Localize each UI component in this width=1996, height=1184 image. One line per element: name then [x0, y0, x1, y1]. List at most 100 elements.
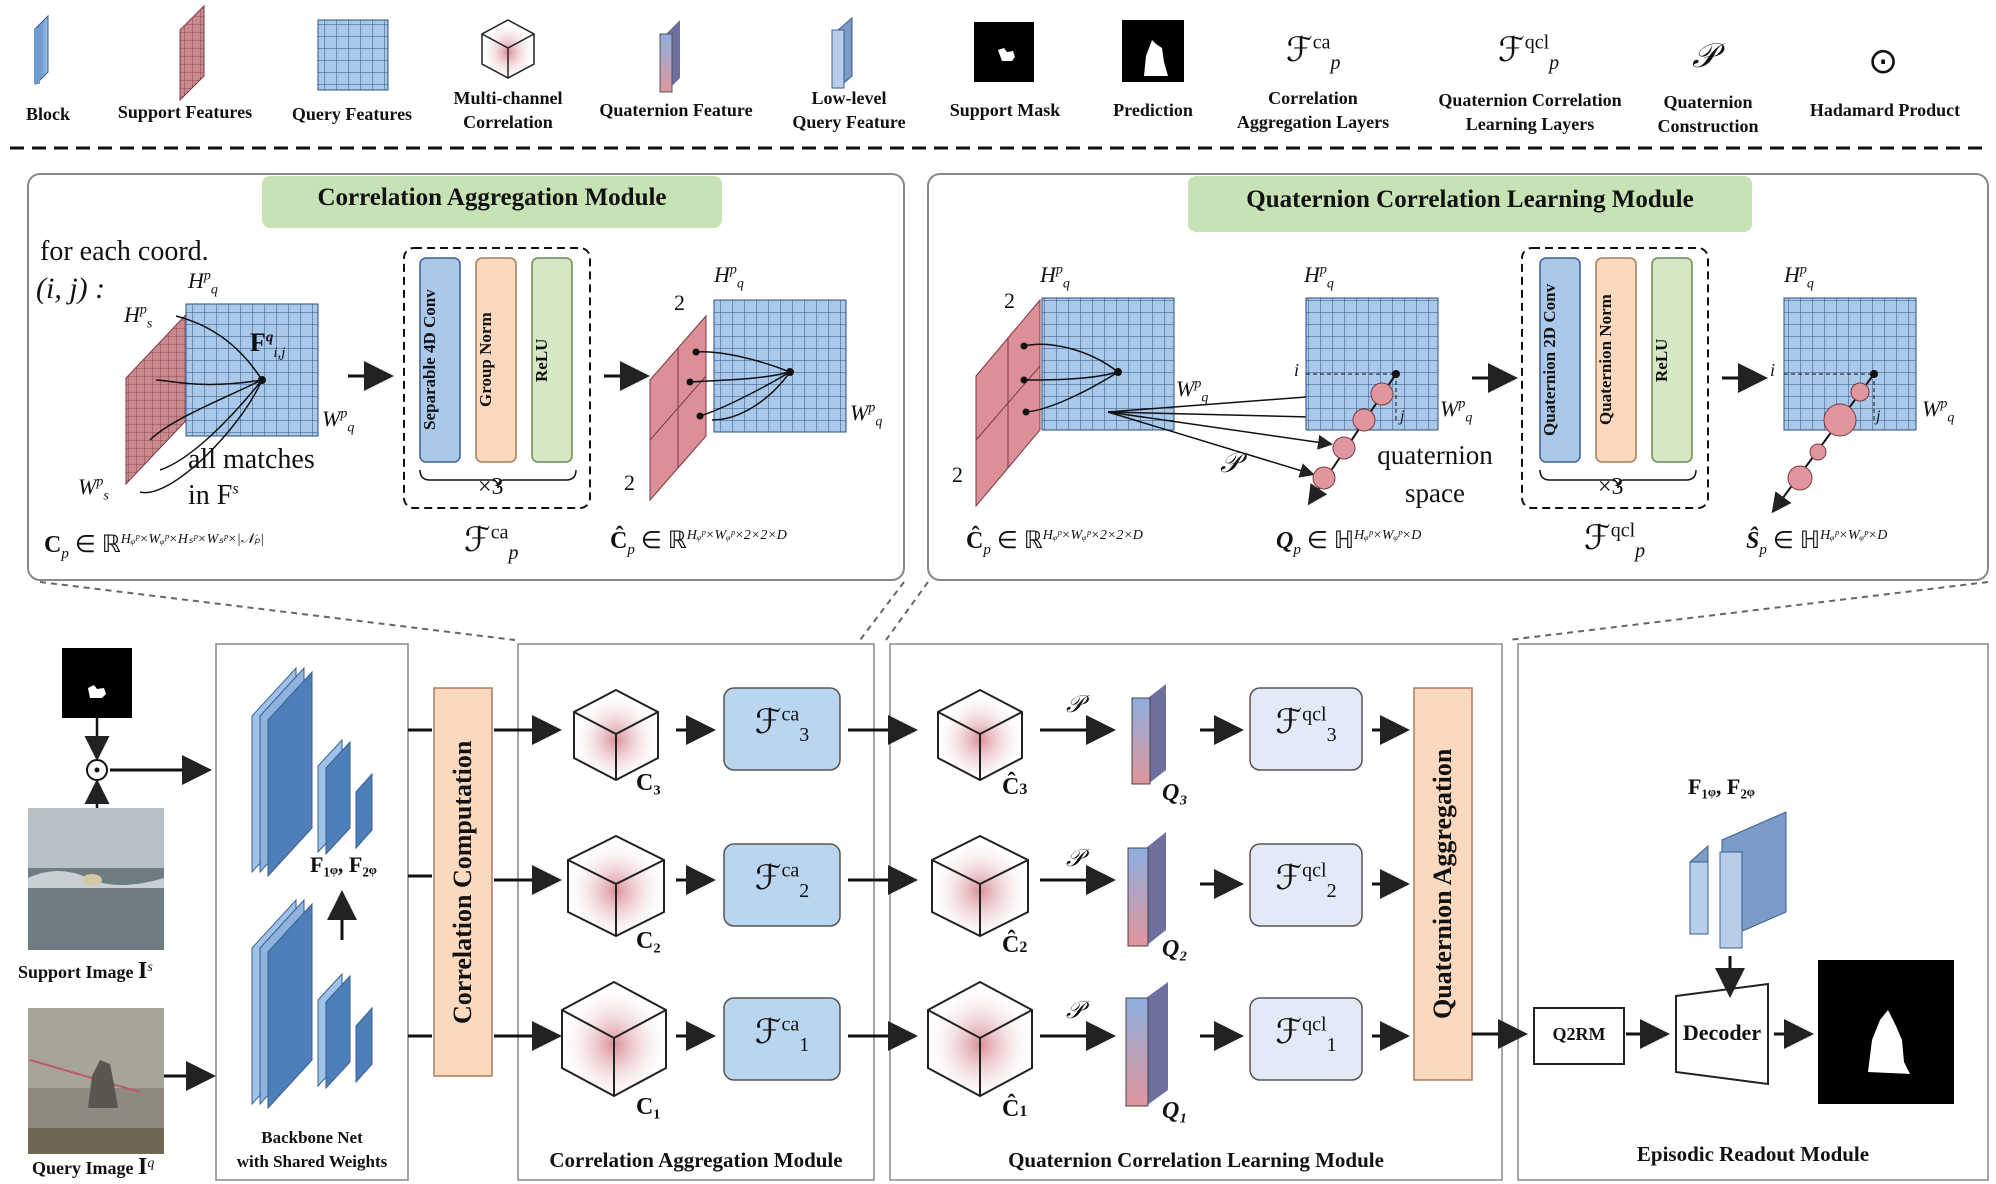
q3-label: Q₃ — [1162, 780, 1188, 806]
f3-qcl-block — [1249, 687, 1363, 771]
cam-fca-sub: p — [508, 541, 519, 564]
qclm-hq2-sub: q — [1326, 276, 1334, 292]
cam-chat-blue — [713, 299, 847, 433]
zoom-lines — [39, 581, 1989, 641]
support-image-text: Support Image — [18, 962, 134, 982]
cam-ws-sup: p — [96, 474, 104, 490]
qclm-two-top: 2 — [1004, 288, 1015, 313]
cube-chat3 — [937, 688, 1023, 782]
relu-label: ReLU — [532, 338, 551, 382]
quaternion-point — [1352, 408, 1376, 432]
c1-label: C₁ — [636, 1094, 661, 1120]
qclm-q-rest: ∈ ℍ — [1300, 528, 1355, 554]
query-features-icon — [317, 19, 389, 91]
f3-ca-sup: ca — [781, 703, 800, 726]
cam-cp-formula: Cp ∈ ℝHᵩᵖ×Wᵩᵖ×Hₛᵖ×Wₛᵖ×|𝒩ₚ| — [44, 530, 264, 563]
cam-fq-base: F — [250, 328, 266, 357]
f3-qcl-label: ℱqcl3 — [1250, 702, 1362, 747]
legend-fca-sym: ℱ — [1286, 32, 1313, 69]
qclm-qspace: quaternion space — [1360, 436, 1510, 512]
cam-fca-base: ℱ — [464, 522, 491, 559]
legend — [34, 4, 1184, 102]
qclm-wq3-sup: p — [1940, 396, 1948, 412]
backbone-stack-query — [251, 898, 373, 1110]
cam-hq-sub: q — [210, 282, 218, 298]
cam-hs-base: H — [124, 302, 140, 327]
legend-fqcl-symbol: ℱqclp — [1498, 30, 1559, 75]
q2rm-label: Q2RM — [1552, 1024, 1606, 1044]
cam-hs-sup: p — [139, 302, 147, 318]
cam-hq-base: H — [188, 268, 204, 293]
f3-qcl-base: ℱ — [1275, 704, 1303, 741]
qclm-fqcl-sup: qcl — [1610, 519, 1636, 542]
cam-chat-exp: Hᵩᵖ×Wᵩᵖ×2×2×D — [686, 528, 787, 543]
f2-ca-sup: ca — [781, 859, 800, 882]
legend-fca-sup: ca — [1312, 31, 1331, 54]
qclm-wq1-sub: q — [1201, 390, 1209, 406]
q1-feature — [1125, 982, 1168, 1107]
cam-ws-sub: s — [103, 488, 109, 504]
qclm-layer-box — [1521, 247, 1709, 509]
query-image-text: Query Image — [32, 1158, 134, 1178]
qclm-hq2: Hpq — [1304, 262, 1334, 292]
cam-title-box — [262, 176, 722, 228]
qclm-hq1-sub: q — [1062, 276, 1070, 292]
backbone-frame — [215, 643, 409, 1181]
f1-ca-block — [723, 997, 841, 1081]
qclm-wq2-sup: p — [1458, 396, 1466, 412]
qclm-wq3-sub: q — [1947, 410, 1955, 426]
c2-label: C₂ — [636, 928, 661, 954]
f2-ca-label: ℱca2 — [724, 858, 840, 903]
cam-two-top: 2 — [674, 290, 685, 315]
prediction-silhouette — [1868, 1010, 1910, 1074]
f1-ca-sub: 1 — [799, 1033, 810, 1056]
cam-cp-rest: ∈ ℝ — [68, 532, 121, 558]
legend-fca-sub: p — [1330, 51, 1341, 74]
qclm-fqcl-base: ℱ — [1584, 520, 1611, 557]
cam-ws: Wps — [78, 474, 109, 504]
cam-hq-right-base: H — [714, 262, 730, 287]
cam-cp-sub: p — [61, 545, 69, 562]
q2-label: Q₂ — [1162, 936, 1188, 962]
legend-corr-agg-label: Correlation Aggregation Layers — [1218, 86, 1408, 134]
cube-chat2 — [931, 834, 1029, 938]
cam-chat-formula: ĈCp ∈ ℝHᵩᵖ×Wᵩᵖ×2×2×D — [610, 528, 787, 558]
f3-ca-base: ℱ — [754, 704, 782, 741]
cam-chat-rest: ∈ ℝ — [634, 528, 687, 554]
cube-c2 — [567, 834, 665, 938]
qclm-qspace-line2: space — [1405, 478, 1465, 508]
legend-quaternion-feature-label: Quaternion Feature — [599, 100, 753, 120]
cam-wq-sub: q — [347, 420, 355, 436]
backbone-f1f2: F₁ᵩ, F₂ᵩ — [310, 852, 377, 877]
cam-wq-right-sup: p — [868, 400, 876, 416]
support-image-sup: s — [147, 960, 153, 975]
cam-fca: ℱcap — [464, 520, 519, 565]
decoder-label: Decoder — [1682, 1020, 1762, 1045]
low-level-features — [1689, 811, 1787, 949]
quaternion-aggregation-label: Quaternion Aggregation — [1428, 748, 1457, 1020]
qclm-times3: ×3 — [1598, 474, 1624, 500]
correlation-computation-block — [433, 687, 493, 1077]
correlation-computation-label: Correlation Computation — [448, 740, 477, 1024]
quaternion-point — [1850, 382, 1870, 402]
quaternion-point — [1809, 443, 1827, 461]
pipeline-rows — [494, 684, 1410, 1107]
legend-qc-line2: Construction — [1657, 116, 1759, 136]
cam-wq-right-base: W — [850, 400, 869, 425]
low-level-query-feature-icon — [831, 16, 853, 90]
query-image — [28, 1008, 164, 1154]
legend-lowlevel-line2: Query Feature — [792, 112, 906, 132]
cam-in-fs-sup: s — [232, 480, 239, 498]
cam-hq: Hpq — [188, 268, 218, 298]
cam-hq-right-sub: q — [736, 276, 744, 292]
cam-title: Correlation Aggregation Module — [317, 184, 667, 211]
chat1-label: Ĉ1 — [1002, 1096, 1028, 1122]
legend-qc-label: Quaternion Construction — [1646, 90, 1770, 138]
cam-panel — [27, 173, 905, 581]
qclm-j: j — [1400, 408, 1405, 425]
backbone-line1: Backbone Net — [261, 1128, 363, 1147]
chat3-label: Ĉ3 — [1002, 774, 1028, 800]
legend-p-symbol: 𝒫 — [1692, 38, 1717, 75]
cam-all-matches: all matches — [188, 444, 315, 475]
